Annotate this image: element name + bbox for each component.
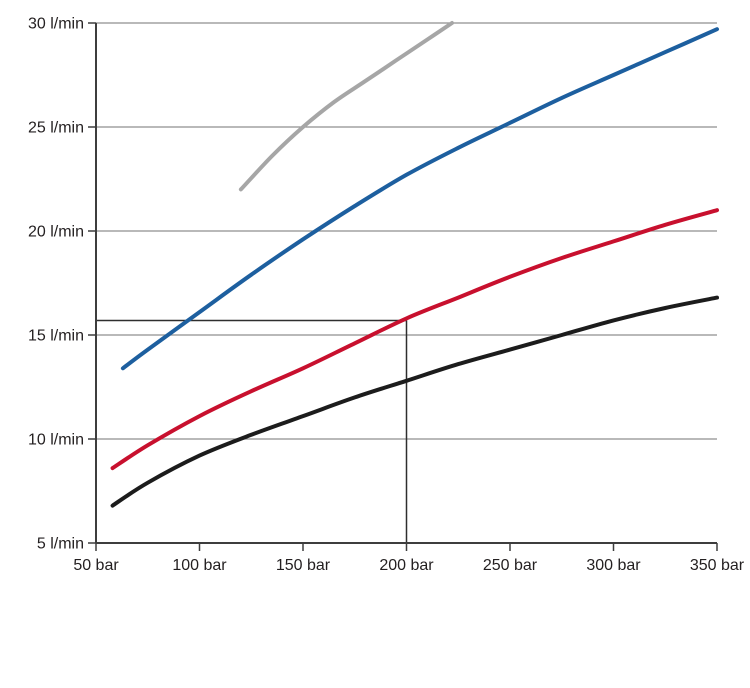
x-tick-label-250: 250 bar <box>483 557 538 574</box>
y-tick-label-25: 25 l/min <box>28 120 84 137</box>
flow-pressure-chart: 5 l/min 10 l/min 15 l/min 20 l/min 25 l/min 3… <box>28 16 745 575</box>
x-tick-label-150: 150 bar <box>276 557 331 574</box>
series-line-2 <box>120 27 719 371</box>
y-tick-label-20: 20 l/min <box>28 224 84 241</box>
y-tick-label-15: 15 l/min <box>28 328 84 345</box>
x-tick-label-100: 100 bar <box>172 557 227 574</box>
x-tick-label-200: 200 bar <box>379 557 434 574</box>
x-tick-label-300: 300 bar <box>586 557 641 574</box>
x-tick-label-350: 350 bar <box>690 557 745 574</box>
y-tick-label-5: 5 l/min <box>37 536 84 553</box>
series-line-0 <box>110 295 719 508</box>
y-tick-label-10: 10 l/min <box>28 432 84 449</box>
series-line-3 <box>238 21 454 192</box>
y-tick-label-30: 30 l/min <box>28 16 84 33</box>
x-tick-label-50: 50 bar <box>73 557 119 574</box>
chart-legend: Durchfluss ST-73 mit Düse 1,25 Durchflus… <box>0 600 750 688</box>
series-line-1 <box>110 208 719 471</box>
